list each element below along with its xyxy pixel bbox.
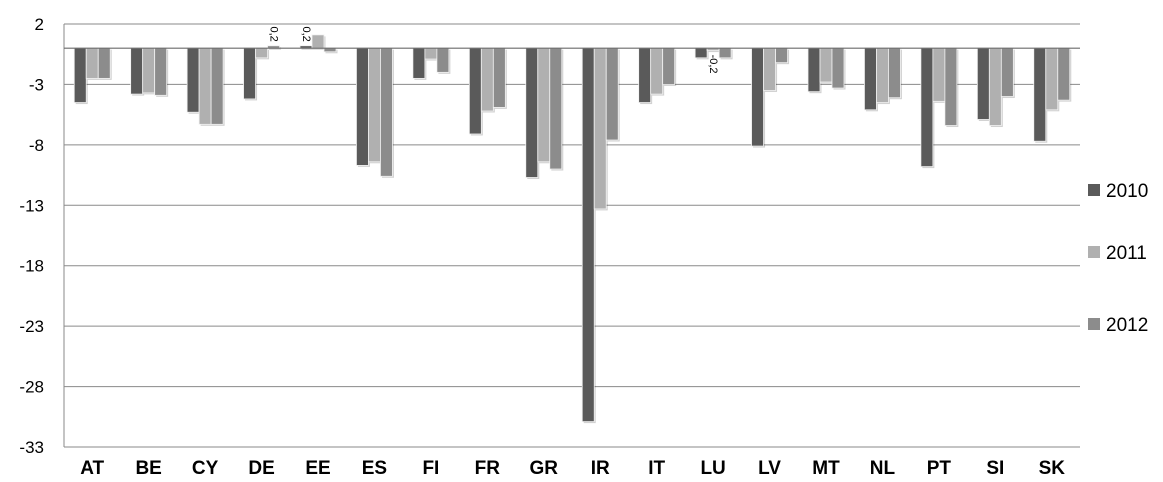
bar-2010-fr [468, 47, 482, 135]
legend-label: 2011 [1106, 243, 1147, 264]
bar-2010-es [356, 47, 369, 166]
x-category-label: DE [248, 458, 274, 479]
bar-2012-gr [549, 47, 563, 170]
bar-2011-fi [424, 47, 438, 60]
bar-2011-at [85, 47, 99, 79]
bar-2010-fi [412, 47, 426, 79]
data-label: 0,2 [300, 26, 312, 41]
bar-2012-cy [210, 47, 224, 125]
y-tick-label: -23 [19, 317, 44, 336]
bar-2012-ir [605, 47, 619, 141]
data-label: 0,2 [268, 26, 280, 41]
bar-2010-mt [807, 47, 821, 93]
y-tick-label: -3 [29, 75, 44, 94]
bar-2010-nl [864, 47, 877, 111]
bar-2012-lv [775, 47, 788, 64]
bar-2010-at [73, 47, 87, 103]
x-category-label: ES [362, 458, 387, 479]
y-tick-label: -33 [19, 438, 44, 457]
x-category-label: SI [986, 458, 1004, 479]
x-category-label: FI [422, 458, 439, 479]
x-category-label: BE [135, 458, 161, 479]
legend-swatch-2011 [1088, 246, 1100, 258]
legend-label: 2012 [1106, 315, 1148, 336]
x-category-label: PT [927, 458, 952, 479]
bar-2011-si [988, 47, 1002, 126]
bar-2012-be [154, 47, 168, 96]
bar-2011-be [142, 47, 156, 94]
bar-2011-de [255, 47, 268, 59]
bar-2010-si [976, 47, 990, 120]
gridlines [63, 23, 1080, 448]
legend-swatch-2010 [1088, 184, 1100, 196]
bar-2011-nl [876, 47, 889, 103]
x-category-label: AT [80, 458, 104, 479]
bar-2011-lv [763, 47, 776, 91]
bar-2010-sk [1033, 47, 1047, 142]
bar-2011-ir [593, 47, 607, 210]
bar-2011-it [650, 47, 664, 95]
bar-2010-lu [694, 47, 708, 59]
bar-2010-be [130, 47, 144, 95]
bar-2012-fi [436, 47, 450, 73]
x-category-label: CY [192, 458, 219, 479]
bar-2011-sk [1045, 47, 1059, 111]
x-category-label: LU [700, 458, 725, 479]
y-tick-label: -28 [19, 378, 44, 397]
data-label: -0,2 [707, 55, 719, 74]
x-category-label: SK [1039, 458, 1066, 479]
x-category-label: FR [475, 458, 501, 479]
bar-2011-cy [198, 47, 212, 125]
x-category-label: LV [758, 458, 781, 479]
legend: 2010 2011 2012 [1088, 181, 1148, 336]
bar-2010-cy [186, 47, 200, 113]
y-tick-label: -8 [29, 136, 44, 155]
bars [73, 34, 1072, 424]
data-labels: 0,2 0,2 -0,2 [268, 26, 720, 73]
y-tick-label: -13 [19, 196, 44, 215]
x-category-label: GR [530, 458, 559, 479]
bar-2012-pt [944, 47, 958, 126]
legend-swatch-2012 [1088, 318, 1100, 330]
bar-2011-fr [480, 47, 494, 112]
x-category-label: IR [591, 458, 610, 479]
y-tick-label: -18 [19, 257, 44, 276]
bar-2010-it [638, 47, 652, 103]
x-category-label: IT [648, 458, 665, 479]
bar-2012-it [662, 47, 676, 85]
bar-2010-ir [581, 47, 595, 423]
bar-2012-mt [831, 47, 845, 89]
bar-2010-de [243, 47, 256, 100]
y-axis-ticks: 2 -3 -8 -13 -18 -23 -28 -33 [19, 15, 44, 457]
bar-2011-ee [311, 34, 325, 49]
x-axis-categories: AT BE CY DE EE ES FI FR GR IR IT LU LV MT NL PT SI SK [80, 458, 1065, 479]
bar-2011-es [368, 47, 381, 163]
bar-2012-at [97, 47, 111, 79]
x-category-label: EE [305, 458, 330, 479]
bar-2012-nl [888, 47, 901, 99]
bar-2010-lv [751, 47, 764, 147]
bar-2012-fr [492, 47, 506, 108]
bar-2010-gr [525, 47, 539, 178]
bar-2012-si [1000, 47, 1014, 97]
y-tick-label: 2 [35, 15, 44, 34]
bar-2010-pt [920, 47, 934, 168]
bar-2012-lu [718, 47, 732, 59]
bar-2011-gr [537, 47, 551, 163]
bar-2012-es [380, 47, 393, 177]
legend-label: 2010 [1106, 181, 1148, 202]
bar-2011-mt [819, 47, 833, 83]
bar-2012-sk [1057, 47, 1071, 101]
bar-2011-pt [932, 47, 946, 102]
x-category-label: MT [812, 458, 840, 479]
x-category-label: NL [870, 458, 896, 479]
